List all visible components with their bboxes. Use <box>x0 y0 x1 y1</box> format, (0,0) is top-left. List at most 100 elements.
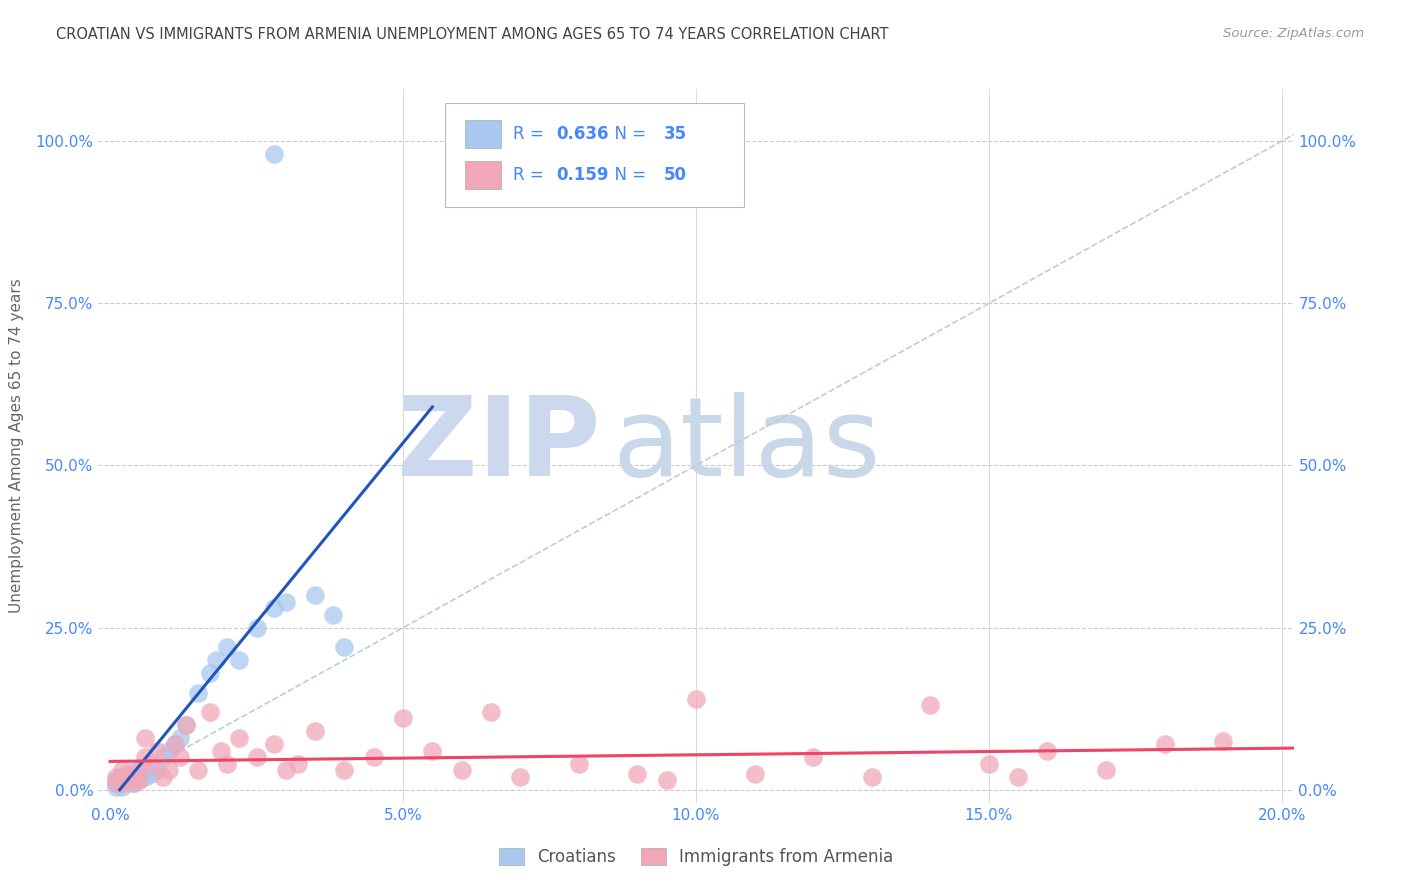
Point <box>1212 734 1234 748</box>
Point <box>263 601 285 615</box>
FancyBboxPatch shape <box>465 120 501 148</box>
Point <box>111 770 134 784</box>
Point <box>111 776 134 790</box>
Point <box>152 750 174 764</box>
Point <box>128 766 150 780</box>
Point <box>105 776 128 790</box>
Point <box>128 764 150 778</box>
Point <box>217 756 239 771</box>
Point <box>163 738 186 752</box>
Point <box>217 640 239 654</box>
Text: ZIP: ZIP <box>396 392 600 500</box>
Point <box>274 595 297 609</box>
Point <box>134 731 156 745</box>
Text: 35: 35 <box>664 125 686 143</box>
Text: 50: 50 <box>664 166 686 184</box>
Point <box>263 738 285 752</box>
Point <box>685 692 707 706</box>
Point <box>479 705 502 719</box>
Text: 0.636: 0.636 <box>557 125 609 143</box>
Point <box>228 731 250 745</box>
Point <box>228 653 250 667</box>
Point <box>117 766 139 780</box>
Point <box>122 776 145 790</box>
Point <box>450 764 472 778</box>
Point <box>122 770 145 784</box>
Text: atlas: atlas <box>613 392 880 500</box>
Point <box>198 666 221 681</box>
Point <box>204 653 226 667</box>
Point <box>655 773 678 788</box>
Point <box>128 773 150 788</box>
Text: Source: ZipAtlas.com: Source: ZipAtlas.com <box>1223 27 1364 40</box>
Point <box>122 770 145 784</box>
Point <box>117 776 139 790</box>
Point <box>111 776 134 790</box>
Text: N =: N = <box>605 166 651 184</box>
Point <box>122 764 145 778</box>
Point <box>111 764 134 778</box>
Point <box>174 718 197 732</box>
Point <box>1007 770 1029 784</box>
Point <box>920 698 942 713</box>
Point <box>568 756 591 771</box>
Point <box>117 770 139 784</box>
Point <box>1153 738 1175 752</box>
Point <box>263 147 285 161</box>
Point <box>105 770 128 784</box>
Text: R =: R = <box>513 125 550 143</box>
Legend: Croatians, Immigrants from Armenia: Croatians, Immigrants from Armenia <box>492 841 900 873</box>
Point <box>146 764 169 778</box>
Point <box>105 776 128 790</box>
Text: N =: N = <box>605 125 651 143</box>
Point <box>152 770 174 784</box>
Point <box>163 738 186 752</box>
Point <box>626 766 648 780</box>
Point <box>801 750 824 764</box>
Point <box>174 718 197 732</box>
Text: 0.159: 0.159 <box>557 166 609 184</box>
Point <box>169 750 191 764</box>
Point <box>509 770 531 784</box>
Point <box>363 750 385 764</box>
Point <box>134 750 156 764</box>
Point <box>860 770 883 784</box>
Point <box>211 744 233 758</box>
Point <box>246 621 269 635</box>
Point <box>117 773 139 788</box>
Point <box>187 685 209 699</box>
Point <box>1095 764 1118 778</box>
Point <box>146 744 169 758</box>
Point <box>141 766 163 780</box>
Point <box>198 705 221 719</box>
Point <box>157 764 180 778</box>
Point <box>134 770 156 784</box>
FancyBboxPatch shape <box>465 161 501 189</box>
Point <box>333 764 356 778</box>
Point <box>304 724 326 739</box>
Point <box>169 731 191 745</box>
Text: CROATIAN VS IMMIGRANTS FROM ARMENIA UNEMPLOYMENT AMONG AGES 65 TO 74 YEARS CORRE: CROATIAN VS IMMIGRANTS FROM ARMENIA UNEM… <box>56 27 889 42</box>
Point <box>187 764 209 778</box>
Point <box>274 764 297 778</box>
Point <box>246 750 269 764</box>
Point <box>111 780 134 794</box>
Point <box>134 764 156 778</box>
FancyBboxPatch shape <box>444 103 744 207</box>
Point <box>141 756 163 771</box>
Point <box>105 773 128 788</box>
Point <box>128 773 150 788</box>
Point <box>392 711 415 725</box>
Point <box>287 756 309 771</box>
Point <box>322 607 344 622</box>
Point <box>1036 744 1059 758</box>
Point <box>422 744 444 758</box>
Point <box>117 773 139 788</box>
Point <box>304 588 326 602</box>
Point <box>105 780 128 794</box>
Point <box>977 756 1000 771</box>
Point <box>333 640 356 654</box>
Point <box>744 766 766 780</box>
Y-axis label: Unemployment Among Ages 65 to 74 years: Unemployment Among Ages 65 to 74 years <box>10 278 24 614</box>
Point <box>122 776 145 790</box>
